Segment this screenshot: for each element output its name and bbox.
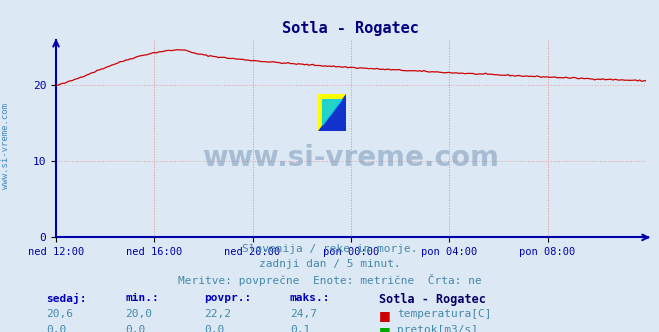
- Text: povpr.:: povpr.:: [204, 293, 252, 303]
- Polygon shape: [323, 100, 342, 125]
- Text: ■: ■: [379, 309, 391, 322]
- Text: 0,0: 0,0: [125, 325, 146, 332]
- Text: ■: ■: [379, 325, 391, 332]
- Text: min.:: min.:: [125, 293, 159, 303]
- Text: Slovenija / reke in morje.: Slovenija / reke in morje.: [242, 244, 417, 254]
- Text: Sotla - Rogatec: Sotla - Rogatec: [379, 293, 486, 306]
- Text: 20,6: 20,6: [46, 309, 73, 319]
- Polygon shape: [318, 94, 346, 131]
- Text: temperatura[C]: temperatura[C]: [397, 309, 492, 319]
- Text: 0,0: 0,0: [204, 325, 225, 332]
- Text: pretok[m3/s]: pretok[m3/s]: [397, 325, 478, 332]
- Text: 0,1: 0,1: [290, 325, 310, 332]
- Text: www.si-vreme.com: www.si-vreme.com: [1, 103, 10, 189]
- Text: zadnji dan / 5 minut.: zadnji dan / 5 minut.: [258, 259, 401, 269]
- Text: sedaj:: sedaj:: [46, 293, 86, 304]
- Title: Sotla - Rogatec: Sotla - Rogatec: [283, 21, 419, 36]
- Text: www.si-vreme.com: www.si-vreme.com: [202, 144, 500, 172]
- Text: Meritve: povprečne  Enote: metrične  Črta: ne: Meritve: povprečne Enote: metrične Črta:…: [178, 274, 481, 286]
- Polygon shape: [318, 94, 346, 131]
- Text: 20,0: 20,0: [125, 309, 152, 319]
- Text: 22,2: 22,2: [204, 309, 231, 319]
- Text: 24,7: 24,7: [290, 309, 317, 319]
- Text: maks.:: maks.:: [290, 293, 330, 303]
- Text: 0,0: 0,0: [46, 325, 67, 332]
